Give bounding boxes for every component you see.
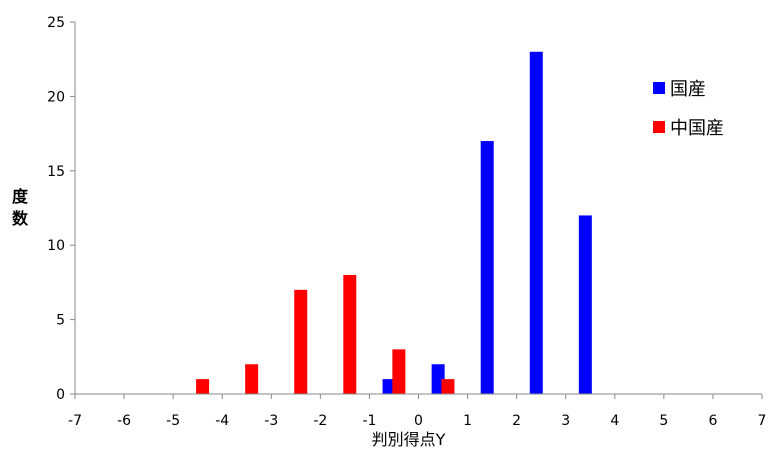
x-tick-label: 3 <box>561 413 570 429</box>
x-axis-ticks: -7 -6 -5 -4 -3 -2 -1 0 1 2 3 4 5 6 7 <box>68 394 766 429</box>
y-tick-label: 15 <box>47 164 65 180</box>
x-tick-label: 4 <box>610 413 619 429</box>
legend-swatch <box>653 121 665 133</box>
bar-series-1 <box>294 289 308 394</box>
x-tick-label: 0 <box>414 413 423 429</box>
x-tick-label: -4 <box>215 413 229 429</box>
y-axis-label: 度 数 <box>12 187 29 228</box>
x-tick-label: -7 <box>68 413 82 429</box>
legend-label: 中国産 <box>670 118 724 139</box>
bar-series-0 <box>480 141 494 394</box>
x-tick-label: 6 <box>708 413 717 429</box>
bars <box>196 51 592 394</box>
y-tick-label: 20 <box>47 89 65 105</box>
y-tick-label: 25 <box>47 15 65 31</box>
x-tick-label: -1 <box>362 413 376 429</box>
x-tick-label: -6 <box>117 413 131 429</box>
bar-series-1 <box>196 379 210 394</box>
bar-series-1 <box>392 349 406 394</box>
bar-series-0 <box>382 379 396 394</box>
legend-swatch <box>653 82 665 94</box>
bar-series-1 <box>245 364 259 394</box>
y-axis-label-char-2: 数 <box>12 209 29 228</box>
x-tick-label: -5 <box>166 413 180 429</box>
x-tick-label: 2 <box>512 413 521 429</box>
x-tick-label: -2 <box>313 413 327 429</box>
x-tick-label: -3 <box>264 413 278 429</box>
bar-series-1 <box>343 274 357 394</box>
legend-label: 国産 <box>670 79 706 100</box>
x-tick-label: 5 <box>659 413 668 429</box>
bar-series-0 <box>578 215 592 394</box>
bar-series-0 <box>529 51 543 394</box>
bar-series-1 <box>441 379 455 394</box>
y-tick-label: 0 <box>56 387 65 403</box>
y-axis-label-char-1: 度 <box>12 187 29 206</box>
x-tick-label: 1 <box>463 413 472 429</box>
y-axis-ticks: 0 5 10 15 20 25 <box>47 15 75 403</box>
x-tick-label: 7 <box>758 413 767 429</box>
y-tick-label: 10 <box>47 238 65 254</box>
y-tick-label: 5 <box>56 313 65 329</box>
x-axis-label: 判別得点Y <box>372 430 446 449</box>
bar-series-0 <box>431 364 445 394</box>
